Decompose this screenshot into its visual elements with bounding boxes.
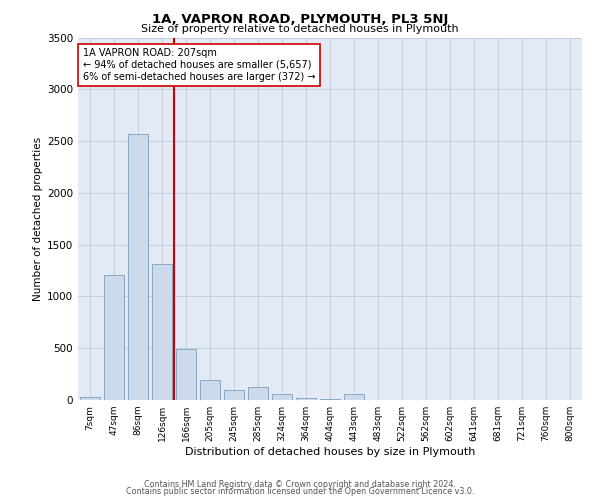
Y-axis label: Number of detached properties: Number of detached properties — [33, 136, 43, 301]
Bar — [200, 380, 220, 400]
X-axis label: Distribution of detached houses by size in Plymouth: Distribution of detached houses by size … — [185, 447, 475, 457]
Text: 1A VAPRON ROAD: 207sqm
← 94% of detached houses are smaller (5,657)
6% of semi-d: 1A VAPRON ROAD: 207sqm ← 94% of detached… — [83, 48, 316, 82]
Text: Contains HM Land Registry data © Crown copyright and database right 2024.: Contains HM Land Registry data © Crown c… — [144, 480, 456, 489]
Bar — [128, 134, 148, 400]
Bar — [224, 390, 244, 400]
Bar — [80, 398, 100, 400]
Text: Size of property relative to detached houses in Plymouth: Size of property relative to detached ho… — [141, 24, 459, 34]
Bar — [152, 264, 172, 400]
Bar — [296, 398, 316, 400]
Bar — [104, 274, 124, 400]
Bar — [248, 386, 268, 400]
Bar — [344, 394, 364, 400]
Text: Contains public sector information licensed under the Open Government Licence v3: Contains public sector information licen… — [126, 488, 474, 496]
Bar — [272, 394, 292, 400]
Text: 1A, VAPRON ROAD, PLYMOUTH, PL3 5NJ: 1A, VAPRON ROAD, PLYMOUTH, PL3 5NJ — [152, 12, 448, 26]
Bar — [176, 350, 196, 400]
